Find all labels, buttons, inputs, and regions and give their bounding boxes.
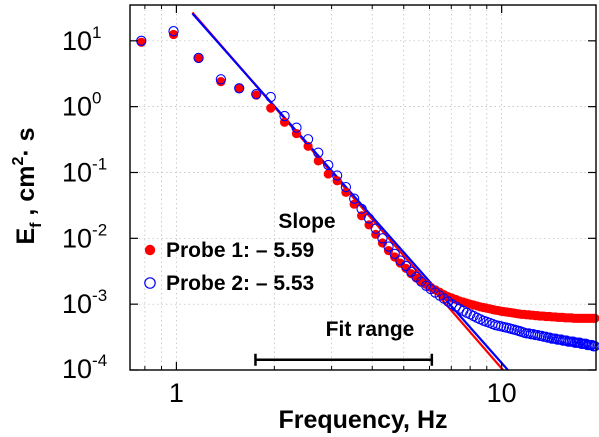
probe-2-point-21 [395, 255, 406, 266]
probe-1-point-13 [341, 187, 351, 197]
y-tick-label-1: 100 [62, 89, 102, 122]
x-tick-label-1: 10 [487, 378, 517, 408]
probe-1-point-20 [390, 252, 400, 262]
probe-1-point-3 [216, 77, 226, 87]
y-tick-label-base-2: 10 [62, 157, 92, 187]
y-axis-label-sup: 2 [10, 157, 27, 166]
probe-2-point-68 [544, 332, 555, 343]
legend-entry-probe-1: Probe 1: – 5.59 [166, 239, 314, 262]
probe-2-point-18 [377, 233, 388, 244]
probe-2-point-16 [363, 213, 375, 224]
y-tick-label-3: 10-2 [62, 220, 107, 253]
y-tick-label-base-5: 10 [62, 354, 92, 384]
probe-1-point-9 [303, 141, 313, 151]
probe-2-point-12 [331, 170, 343, 181]
y-axis-label-base: E [12, 228, 40, 245]
probe-2-point-17 [370, 223, 381, 234]
legend-title: Slope [278, 210, 335, 233]
y-tick-label-exp-3: -2 [92, 220, 107, 239]
probe-2-point-11 [323, 159, 334, 171]
probe-2-point-10 [313, 147, 324, 158]
probe-2-point-7 [279, 110, 290, 122]
probe-2-point-22 [400, 260, 412, 272]
legend-entry-probe-2: Probe 2: – 5.53 [166, 272, 314, 295]
fit-range-annotation: Fit range [254, 318, 434, 366]
y-tick-label-base-1: 10 [62, 92, 92, 122]
legend-marker-probe-1 [144, 244, 156, 256]
y-tick-label-exp-1: 0 [92, 89, 101, 108]
probe-1-point-11 [323, 169, 333, 179]
probe-2-point-4 [234, 83, 245, 94]
probe-2-point-19 [383, 241, 394, 252]
probe-1-point-1 [168, 29, 179, 40]
probe-2-point-3 [215, 74, 227, 85]
y-tick-label-4: 10-3 [62, 286, 107, 319]
y-tick-label-5: 10-4 [62, 351, 107, 384]
x-tick-label-0: 1 [169, 378, 184, 408]
y-tick-label-exp-5: -4 [92, 351, 107, 370]
probe-1-point-14 [349, 199, 359, 209]
legend-marker-probe-2 [144, 277, 156, 289]
y-tick-label-exp-0: 1 [92, 23, 101, 42]
probe-1-point-10 [313, 156, 323, 166]
grid-lines [130, 5, 596, 370]
probe-2-point-95 [589, 341, 599, 352]
probe-1-point-2 [193, 53, 204, 64]
probe-1-point-5 [251, 90, 261, 100]
plot-frame [129, 4, 597, 371]
probe-2-point-6 [265, 91, 276, 103]
y-tick-label-base-0: 10 [62, 26, 92, 56]
probe-2-point-2 [193, 52, 204, 64]
x-tick-labels: 1 10 [169, 378, 517, 408]
probe-2-point-15 [356, 203, 367, 215]
x-axis-label: Frequency, Hz [278, 406, 447, 434]
y-axis-label-sub: f [28, 222, 45, 228]
probe-2-point-8 [291, 122, 302, 133]
y-tick-label-2: 10-1 [62, 154, 107, 187]
axis-ticks [130, 5, 596, 371]
y-tick-label-0: 101 [62, 23, 102, 56]
probe-1-point-12 [332, 176, 342, 186]
probe-2-point-5 [251, 88, 262, 100]
y-axis-label-mid: , cm [12, 166, 40, 223]
probe-1-point-6 [266, 103, 276, 113]
probe-2-point-1 [168, 26, 179, 37]
probe-1-point-17 [371, 229, 381, 239]
legend: Slope Probe 1: – 5.59 Probe 2: – 5.53 [144, 210, 336, 295]
probe-2-point-14 [349, 193, 360, 204]
probe-1-point-95 [590, 313, 599, 323]
probe-2-point-20 [389, 248, 400, 260]
probe-2-point-13 [340, 181, 352, 193]
y-tick-label-base-3: 10 [62, 223, 92, 253]
probe-1-point-4 [234, 83, 244, 93]
fit-range-label: Fit range [326, 318, 415, 341]
y-tick-label-exp-2: -1 [92, 154, 107, 173]
y-tick-label-base-4: 10 [62, 289, 92, 319]
data-points [136, 26, 599, 352]
probe-2-point-9 [302, 134, 314, 145]
y-axis-label-tail: · s [12, 127, 40, 156]
y-axis-label: Ef , cm2· s [10, 127, 45, 244]
y-tick-label-exp-4: -3 [92, 286, 107, 305]
